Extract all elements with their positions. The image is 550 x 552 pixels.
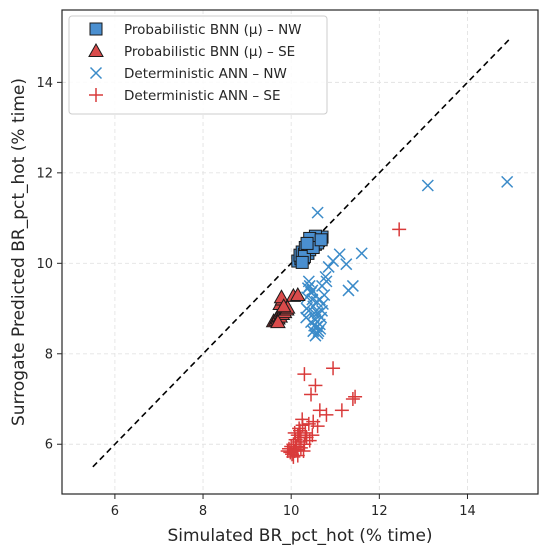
data-point [297, 367, 312, 382]
legend: Probabilistic BNN (μ) – NW Probabilistic … [68, 15, 328, 115]
data-point [289, 442, 304, 457]
data-point-stroke [327, 255, 340, 268]
data-point [311, 206, 324, 219]
data-point [286, 449, 301, 464]
legend-label: Probabilistic BNN (μ) – SE [124, 44, 295, 60]
data-point [314, 233, 328, 247]
data-point [309, 329, 322, 342]
data-point [345, 392, 360, 407]
y-tick-label: 6 [45, 438, 53, 453]
data-point [289, 286, 306, 301]
legend-marker [88, 42, 104, 57]
y-tick-label: 10 [36, 257, 53, 272]
data-point [308, 378, 323, 393]
data-point [300, 236, 314, 250]
data-point [421, 179, 434, 192]
data-point-stroke [309, 329, 322, 342]
y-tick-label: 14 [36, 76, 53, 91]
legend-label: Deterministic ANN – NW [124, 66, 287, 82]
data-point [311, 307, 324, 320]
data-point-stroke [421, 179, 434, 192]
plot-frame [61, 9, 539, 495]
data-point [302, 433, 317, 448]
data-point-stroke [306, 284, 319, 297]
x-tick-label: 8 [199, 504, 207, 519]
data-point-stroke [311, 307, 324, 320]
axis-ticks: 6 8 10 12 14 6 8 10 12 14 [36, 76, 475, 519]
data-point [308, 319, 321, 332]
data-point [302, 304, 315, 317]
x-tick-label: 12 [371, 504, 388, 519]
data-point [298, 425, 313, 440]
data-point [319, 270, 332, 283]
data-point-stroke [501, 175, 514, 188]
data-point-stroke [355, 247, 368, 260]
legend-marker-stroke [89, 66, 103, 80]
y-axis-title: Surrogate Predicted BR_pct_hot (% time) [9, 78, 29, 426]
data-point [304, 387, 319, 402]
data-point [281, 441, 296, 456]
data-point-stroke [310, 295, 323, 308]
data-point-stroke [316, 279, 329, 292]
data-point [275, 298, 292, 313]
data-point [334, 403, 349, 418]
data-point [316, 279, 329, 292]
legend-box [68, 15, 328, 115]
data-point-stroke [319, 270, 332, 283]
data-points [265, 175, 514, 464]
legend-marker [89, 88, 103, 102]
legend-label: Deterministic ANN – SE [124, 88, 280, 104]
series-square [291, 229, 329, 269]
data-point-stroke [314, 322, 327, 335]
data-point [270, 314, 286, 329]
x-tick-label: 14 [459, 504, 476, 519]
data-point [305, 428, 320, 443]
data-point [342, 284, 355, 297]
data-point-stroke [308, 307, 321, 320]
y-tick-label: 12 [36, 166, 53, 181]
data-point [348, 389, 363, 404]
data-point [327, 255, 340, 268]
data-point [340, 258, 353, 271]
x-tick-label: 6 [111, 504, 119, 519]
legend-marker [89, 22, 103, 36]
data-point-stroke [301, 282, 314, 295]
data-point-stroke [302, 304, 315, 317]
data-point [319, 407, 334, 422]
x-axis-title: Simulated BR_pct_hot (% time) [167, 526, 432, 546]
data-point [314, 322, 327, 335]
data-point-stroke [340, 258, 353, 271]
legend-marker [89, 66, 103, 80]
series-x [300, 175, 514, 342]
data-point-stroke [308, 319, 321, 332]
data-point-stroke [311, 206, 324, 219]
data-point [310, 295, 323, 308]
data-point [306, 284, 319, 297]
data-point [295, 418, 310, 433]
x-tick-label: 10 [283, 504, 300, 519]
data-point [355, 247, 368, 260]
data-point [295, 255, 309, 269]
data-point [322, 260, 335, 273]
legend-label: Probabilistic BNN (μ) – NW [124, 22, 302, 38]
data-point [392, 222, 407, 237]
series-triangle [265, 286, 306, 329]
series-plus [280, 222, 407, 464]
data-point [326, 361, 341, 376]
data-point-stroke [342, 284, 355, 297]
y-tick-label: 8 [45, 347, 53, 362]
data-point [501, 175, 514, 188]
data-point-stroke [322, 260, 335, 273]
